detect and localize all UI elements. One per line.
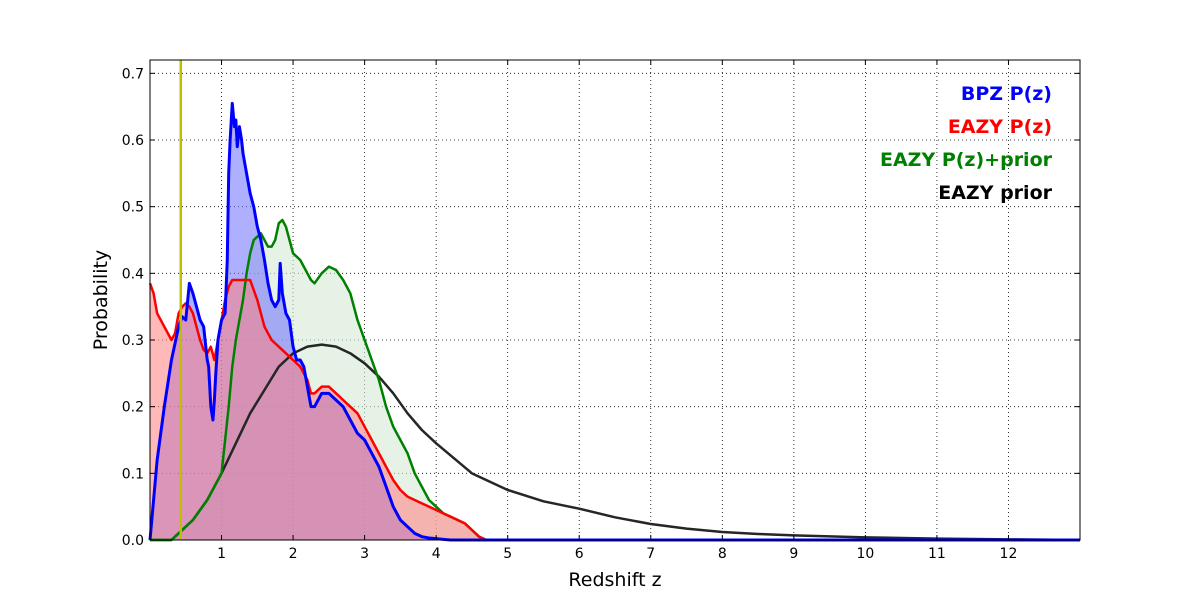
legend-entry: EAZY P(z)+prior xyxy=(880,149,1053,171)
x-tick-label: 10 xyxy=(856,546,874,562)
legend-entry: BPZ P(z) xyxy=(961,83,1052,105)
y-tick-label: 0.0 xyxy=(122,533,144,549)
x-tick-label: 2 xyxy=(289,546,298,562)
y-tick-label: 0.5 xyxy=(122,200,144,216)
x-tick-label: 5 xyxy=(503,546,512,562)
x-tick-label: 7 xyxy=(646,546,655,562)
series-line-bpz-p-z xyxy=(148,101,1080,542)
x-tick-label: 1 xyxy=(217,546,226,562)
series-line-eazy-p-z-prior xyxy=(150,218,1080,542)
x-tick-label: 6 xyxy=(575,546,584,562)
legend: BPZ P(z) EAZY P(z) EAZY P(z)+prior EAZY pri… xyxy=(880,83,1053,204)
y-tick-label: 0.1 xyxy=(122,466,144,482)
x-axis-label: Redshift z xyxy=(568,569,661,591)
x-tick-label: 9 xyxy=(789,546,798,562)
plot-frame xyxy=(149,59,1081,541)
x-tick-label: 8 xyxy=(718,546,727,562)
y-tick-label: 0.4 xyxy=(122,266,144,282)
x-tick-label: 4 xyxy=(432,546,441,562)
legend-entry: EAZY P(z) xyxy=(948,116,1052,138)
series-lines xyxy=(148,101,1081,542)
legend-entry: EAZY prior xyxy=(938,182,1052,204)
y-axis-label: Probability xyxy=(90,250,112,350)
y-tick-label: 0.3 xyxy=(122,333,144,349)
y-tick-label: 0.6 xyxy=(122,133,144,149)
series-line-eazy-p-z xyxy=(148,278,1080,542)
axis-ticks: 1 2 3 4 5 6 7 8 9 10 11 120.00.10.20.30.40.50.60.7 xyxy=(122,60,1080,562)
y-tick-label: 0.2 xyxy=(122,400,144,416)
y-tick-label: 0.7 xyxy=(122,66,144,82)
x-tick-label: 12 xyxy=(1000,546,1018,562)
x-tick-label: 3 xyxy=(360,546,369,562)
x-tick-label: 11 xyxy=(928,546,946,562)
